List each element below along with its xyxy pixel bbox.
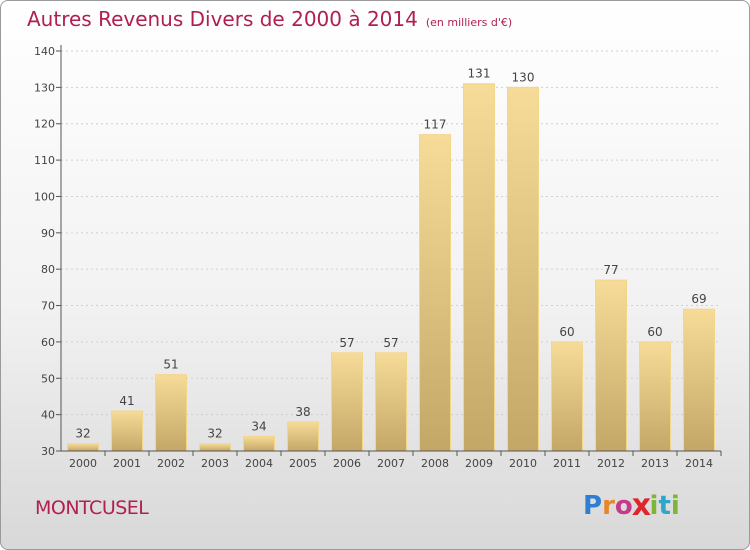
data-label-2013: 60 (647, 325, 662, 339)
data-label-2011: 60 (559, 325, 574, 339)
x-tick-label: 2001 (113, 457, 141, 470)
x-tick-label: 2014 (685, 457, 713, 470)
y-tick-label: 60 (41, 336, 55, 349)
y-tick-label: 50 (41, 372, 55, 385)
y-tick-label: 80 (41, 263, 55, 276)
town-name: MONTCUSEL (35, 497, 149, 519)
data-label-2006: 57 (339, 336, 354, 350)
y-tick-label: 90 (41, 227, 55, 240)
x-tick-label: 2012 (597, 457, 625, 470)
data-label-2003: 32 (207, 427, 222, 441)
bar-2008 (419, 134, 451, 452)
bar-2010 (507, 86, 539, 452)
y-tick-label: 110 (34, 154, 55, 167)
x-tick-label: 2007 (377, 457, 405, 470)
y-tick-label: 30 (41, 445, 55, 458)
data-label-2009: 131 (468, 67, 491, 81)
chart-title-text: Autres Revenus Divers de 2000 à 2014 (27, 7, 418, 31)
y-tick-label: 120 (34, 118, 55, 131)
axes (56, 45, 722, 456)
data-label-2012: 77 (603, 263, 618, 277)
x-tick-label: 2008 (421, 457, 449, 470)
y-tick-label: 40 (41, 409, 55, 422)
bar-2000 (67, 443, 99, 452)
data-label-2001: 41 (119, 394, 134, 408)
labels: 30 40 50 60 70 80 90 100 110 120 130 140 32 2000 41 200… (34, 45, 713, 470)
bar-2011 (551, 341, 583, 452)
data-label-2014: 69 (691, 292, 706, 306)
y-tick-label: 130 (34, 81, 55, 94)
x-tick-label: 2004 (245, 457, 273, 470)
x-tick-label: 2009 (465, 457, 493, 470)
data-label-2005: 38 (295, 405, 310, 419)
bar-2014 (683, 308, 715, 452)
bar-2003 (199, 443, 231, 452)
y-tick-label: 100 (34, 190, 55, 203)
data-label-2010: 130 (512, 70, 535, 84)
data-label-2007: 57 (383, 336, 398, 350)
bar-2002 (155, 374, 187, 452)
x-tick-label: 2002 (157, 457, 185, 470)
data-label-2008: 117 (424, 118, 447, 132)
bar-2006 (331, 352, 363, 452)
x-tick-label: 2005 (289, 457, 317, 470)
bars (67, 83, 715, 452)
x-tick-label: 2000 (69, 457, 97, 470)
chart-unit-label: (en milliers d'€) (425, 16, 513, 29)
data-label-2004: 34 (251, 419, 266, 433)
bar-2013 (639, 341, 671, 452)
bar-2009 (463, 83, 495, 452)
bar-2005 (287, 421, 319, 452)
chart-title: Autres Revenus Divers de 2000 à 2014 (en … (27, 7, 512, 31)
x-tick-label: 2006 (333, 457, 361, 470)
proxiti-logo: Proxiti (583, 488, 680, 524)
x-tick-label: 2003 (201, 457, 229, 470)
y-tick-label: 70 (41, 300, 55, 313)
x-tick-label: 2011 (553, 457, 581, 470)
data-label-2002: 51 (163, 358, 178, 372)
bar-2004 (243, 435, 275, 452)
bar-2001 (111, 410, 143, 452)
x-tick-label: 2013 (641, 457, 669, 470)
y-tick-label: 140 (34, 45, 55, 58)
data-label-2000: 32 (75, 427, 90, 441)
x-tick-label: 2010 (509, 457, 537, 470)
bar-2012 (595, 279, 627, 452)
bar-2007 (375, 352, 407, 452)
